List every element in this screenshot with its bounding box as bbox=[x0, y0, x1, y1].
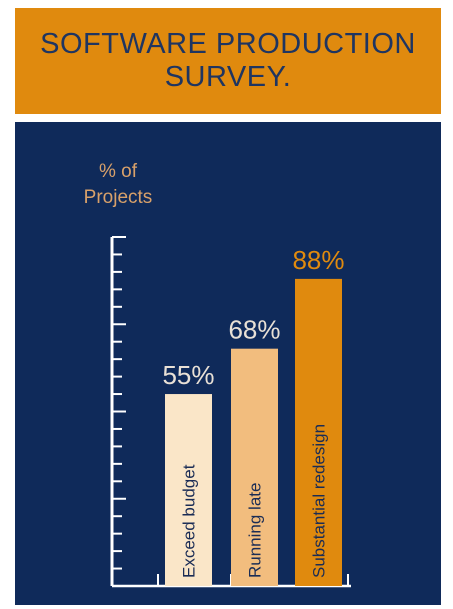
category-label-1: Exceed budget bbox=[180, 464, 199, 578]
bar-chart: % of Projects 55% Exceed budget 68% Running… bbox=[84, 161, 351, 588]
bar-3 bbox=[295, 278, 342, 586]
category-label-3: Substantial redesign bbox=[310, 424, 329, 578]
value-label-3: 88% bbox=[292, 245, 344, 275]
bar-2 bbox=[231, 348, 278, 586]
title-banner: SOFTWARE PRODUCTION SURVEY. bbox=[15, 8, 441, 114]
title-line-2: SURVEY. bbox=[164, 61, 292, 93]
value-label-1: 55% bbox=[162, 360, 214, 390]
infographic-card: SOFTWARE PRODUCTION SURVEY. % of Project… bbox=[15, 8, 441, 605]
value-label-2: 68% bbox=[228, 315, 280, 345]
bar-1 bbox=[165, 394, 212, 586]
y-axis-label-line-2: Projects bbox=[84, 187, 153, 208]
title-line-1: SOFTWARE PRODUCTION bbox=[40, 28, 416, 60]
y-axis-label-line-1: % of bbox=[99, 161, 138, 182]
chart-panel: % of Projects 55% Exceed budget 68% Running… bbox=[15, 122, 441, 605]
category-label-2: Running late bbox=[246, 483, 265, 578]
bars-group: 55% Exceed budget 68% Running late 88% Substa… bbox=[162, 245, 345, 586]
